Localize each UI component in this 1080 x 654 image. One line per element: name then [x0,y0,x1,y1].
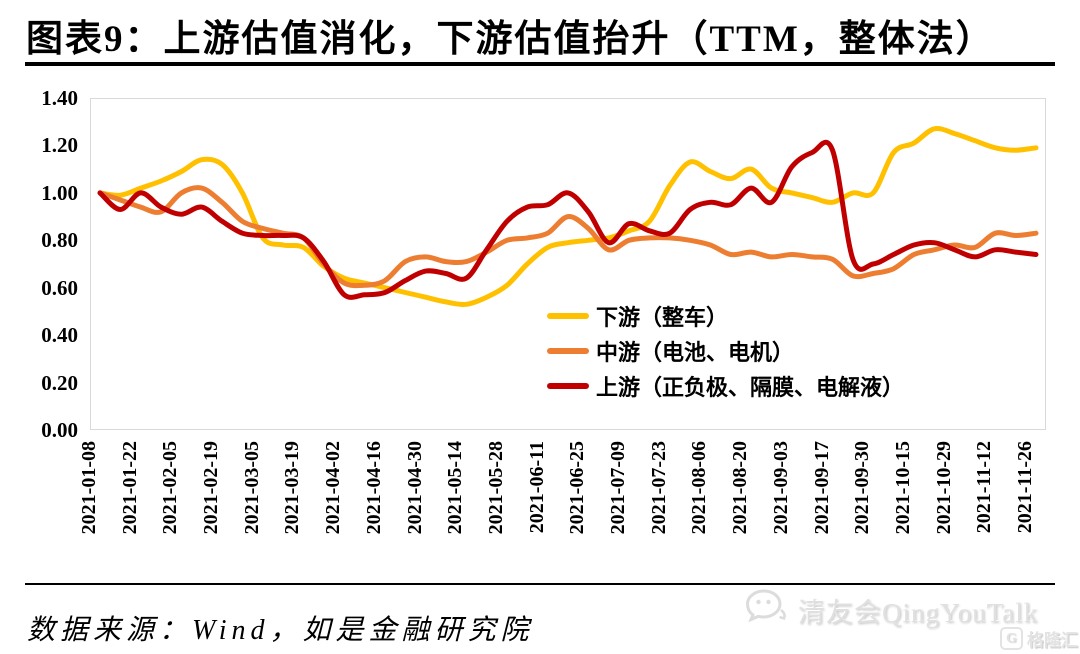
legend-swatch-upstream [547,383,589,389]
x-axis-label: 2021-09-30 [851,441,874,535]
legend-label-downstream: 下游（整车） [596,305,729,330]
watermark-text: 清友会QingYouTalk [798,598,1039,628]
y-axis-label: 0.80 [41,228,78,253]
legend-label-midstream: 中游（电池、电机） [596,340,795,365]
y-axis-label: 0.00 [41,418,78,442]
x-axis-label: 2021-02-19 [200,441,223,535]
x-axis-label: 2021-05-28 [484,441,507,535]
qingyoutalk-watermark: 清友会QingYouTalk [742,588,1038,633]
legend-item-upstream: 上游（正负极、隔膜、电解液） [547,371,904,401]
gelonghui-logo: G 格隆汇 [1000,626,1078,651]
y-axis-label: 0.60 [41,275,78,300]
x-axis-label: 2021-08-20 [729,441,752,535]
x-axis-label: 2021-11-12 [973,441,996,534]
x-axis-label: 2021-06-25 [566,441,589,535]
legend-item-midstream: 中游（电池、电机） [547,336,794,366]
x-axis-label: 2021-08-06 [688,441,711,535]
x-axis-label: 2021-06-11 [525,441,548,534]
legend-swatch-midstream [547,348,589,354]
x-axis-label: 2021-10-29 [932,441,955,535]
gelonghui-icon: G [1000,627,1023,650]
x-axis-label: 2021-09-03 [769,441,792,535]
x-axis-label: 2021-01-22 [118,441,141,535]
data-source-note: 数据来源：Wind，如是金融研究院 [27,615,534,646]
x-axis-label: 2021-04-30 [403,441,426,535]
y-axis-label: 1.20 [41,133,78,158]
y-axis-label: 0.20 [41,370,78,395]
x-axis-label: 2021-02-05 [159,441,182,535]
title-divider [25,62,1055,66]
y-axis-label: 0.40 [41,323,78,348]
x-axis-label: 2021-07-23 [647,441,670,535]
wechat-bubble-icon [742,588,790,633]
legend-item-downstream: 下游（整车） [547,301,728,331]
x-axis-label: 2021-01-08 [78,441,100,535]
y-axis-label: 1.00 [41,180,78,205]
legend-swatch-downstream [547,313,589,319]
chart-title: 图表9：上游估值消化，下游估值抬升（TTM，整体法） [26,19,995,60]
x-axis-label: 2021-09-17 [810,441,833,535]
legend-label-upstream: 上游（正负极、隔膜、电解液） [596,375,905,400]
x-axis-label: 2021-04-16 [362,441,385,535]
x-axis-label: 2021-04-02 [322,441,345,535]
x-axis-label: 2021-11-26 [1014,441,1036,534]
footer-divider [25,583,1055,585]
y-axis-label: 1.40 [41,86,78,110]
x-axis-label: 2021-05-14 [444,441,467,535]
gelonghui-text: 格隆汇 [1027,631,1078,650]
x-axis-label: 2021-03-19 [281,441,304,535]
x-axis-label: 2021-07-09 [607,441,630,535]
x-axis-label: 2021-03-05 [240,441,263,535]
x-axis-label: 2021-10-15 [891,441,914,535]
